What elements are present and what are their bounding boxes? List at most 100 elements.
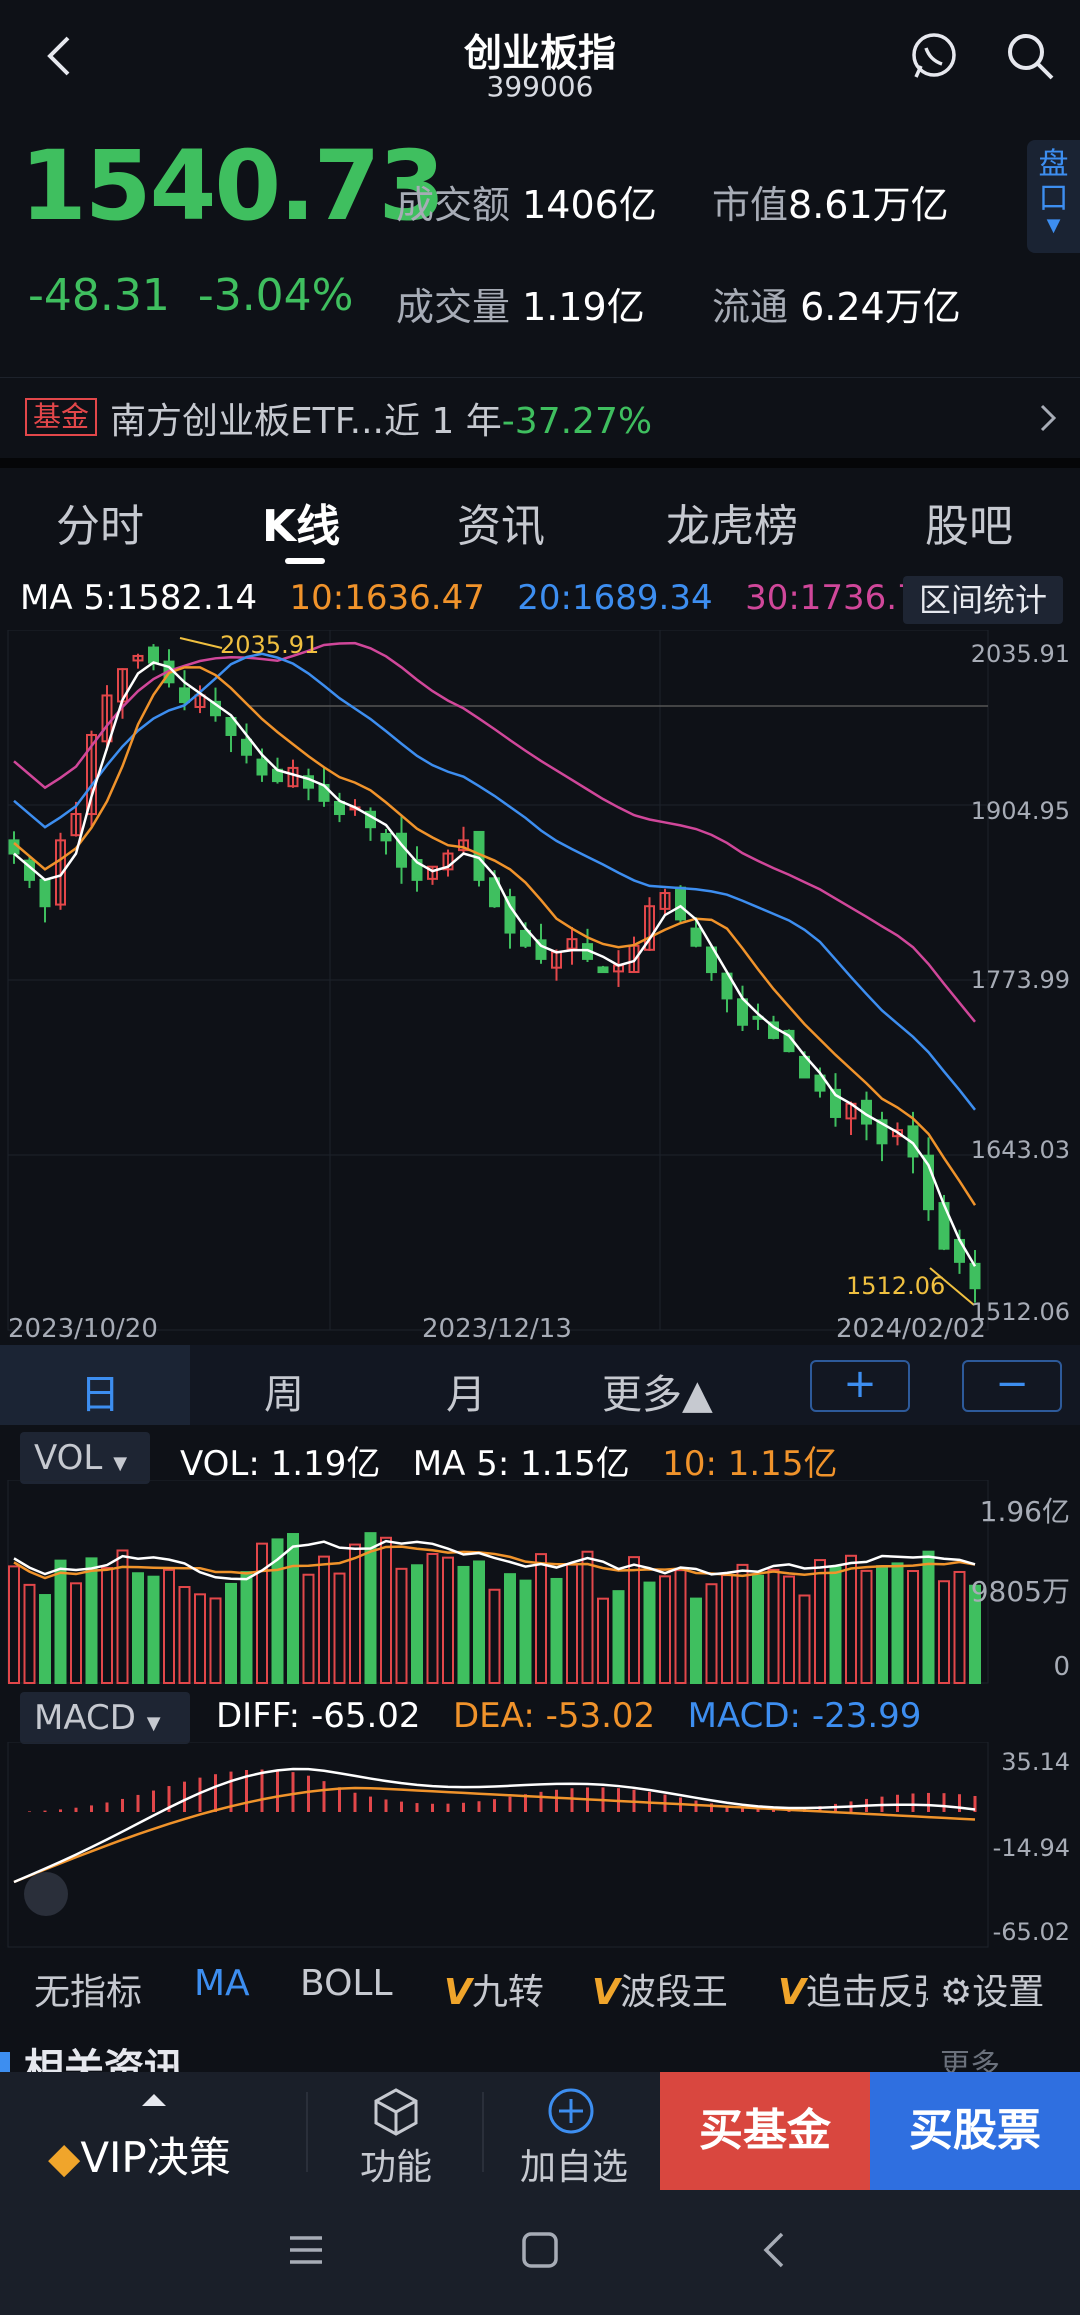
indicator-none[interactable]: 无指标 — [34, 1972, 143, 2013]
macd-bar — [462, 1802, 465, 1812]
chevron-right-icon[interactable] — [1038, 402, 1058, 434]
candle-body — [520, 929, 531, 947]
volume-bar — [860, 1569, 873, 1684]
vol-ma5-line — [13, 1539, 976, 1581]
volume-chart[interactable] — [0, 1480, 1080, 1685]
volume-indicator-select[interactable]: VOL ▼ — [20, 1432, 150, 1484]
chevron-up-icon[interactable] — [140, 2090, 168, 2108]
macd-bar — [973, 1795, 977, 1812]
fund-name: 南方创业板ETF...近 1 年 — [110, 401, 502, 442]
candle-body — [334, 800, 345, 816]
macd-bar — [136, 1794, 140, 1812]
menu-icon[interactable] — [286, 2232, 326, 2268]
tab-timeshare[interactable]: 分时 — [56, 501, 144, 552]
price-axis-label: 2035.91 — [970, 640, 1070, 668]
zoom-in-button[interactable]: + — [810, 1360, 910, 1412]
macd-bar — [74, 1807, 78, 1812]
volume-bar — [907, 1570, 919, 1684]
back-nav-icon[interactable] — [758, 2230, 788, 2270]
indicator-ma[interactable]: MA — [194, 1963, 250, 2004]
tab-kline[interactable]: K线 — [262, 501, 341, 552]
volume-bar — [70, 1582, 82, 1684]
price-axis-label: 1904.95 — [970, 797, 1070, 825]
float-stat: 流通 6.24万亿 — [712, 276, 961, 331]
function-button[interactable]: 功能 — [359, 2147, 432, 2188]
fund-tag: 基金 — [25, 398, 98, 436]
change-value: -48.31 — [28, 270, 170, 321]
vip-decision-button[interactable]: ◆VIP决策 — [48, 2124, 231, 2185]
settings-button[interactable]: ⚙设置 — [940, 1963, 1044, 2015]
ma10-line — [13, 666, 977, 1206]
date-axis-label: 2023/12/13 — [422, 1314, 572, 1344]
add-watchlist-button[interactable]: 加自选 — [519, 2147, 628, 2188]
fund-text[interactable]: 南方创业板ETF...近 1 年-37.27% — [110, 392, 652, 444]
macd-bar — [59, 1809, 62, 1812]
volume-bar — [209, 1597, 222, 1684]
macd-bar — [90, 1805, 93, 1812]
volume-bar — [628, 1556, 640, 1684]
volume-bar — [845, 1554, 857, 1684]
volume-bar — [426, 1552, 439, 1684]
volume-bar — [225, 1582, 237, 1684]
dock-divider — [306, 2092, 308, 2172]
indicator-label: 波段王 — [619, 1972, 728, 2013]
ma20-line — [13, 652, 976, 1111]
search-icon[interactable] — [1004, 30, 1056, 82]
macd-bar — [43, 1810, 47, 1812]
macd-axis-label: -65.02 — [992, 1918, 1070, 1946]
news-more-link[interactable]: 更多 — [940, 2048, 1000, 2072]
candle-body — [70, 813, 82, 837]
volume-bar — [349, 1543, 361, 1684]
turnover-label: 成交额 — [396, 183, 511, 227]
macd-bar — [384, 1799, 388, 1812]
turnover-value: 1406亿 — [522, 183, 657, 227]
kline-chart[interactable]: 2035.91 1512.06 — [0, 630, 1080, 1345]
period-month[interactable]: 月 — [446, 1372, 486, 1418]
dea-line — [13, 1786, 976, 1884]
indicator-chase-rebound[interactable]: V追击反弹 — [778, 1963, 928, 2015]
indicator-wave-king[interactable]: V波段王 — [592, 1963, 728, 2015]
macd-bar — [198, 1777, 202, 1812]
macd-bar — [896, 1794, 899, 1812]
macd-bar — [539, 1791, 543, 1812]
volume-bar — [178, 1586, 191, 1684]
fund-promo-bar[interactable] — [0, 377, 1080, 456]
period-day[interactable]: 日 — [80, 1372, 120, 1418]
buy-stock-button[interactable]: 买股票 — [870, 2072, 1080, 2190]
zoom-out-button[interactable]: − — [962, 1360, 1062, 1412]
volume-bar — [54, 1559, 67, 1684]
indicator-boll[interactable]: BOLL — [300, 1963, 393, 2004]
candle-body — [256, 758, 268, 776]
buy-fund-button[interactable]: 买基金 — [660, 2072, 870, 2190]
back-icon[interactable] — [44, 34, 74, 78]
macd-indicator-select[interactable]: MACD ▼ — [20, 1692, 190, 1744]
macd-bar — [214, 1774, 217, 1812]
volume-bar — [736, 1563, 749, 1684]
ma5-value: MA 5:1582.14 — [20, 578, 258, 618]
period-week[interactable]: 周 — [264, 1372, 304, 1418]
tab-news[interactable]: 资讯 — [457, 501, 545, 552]
volume-bar — [287, 1533, 299, 1684]
macd-bar — [276, 1770, 279, 1812]
mktcap-value: 8.61万亿 — [788, 183, 949, 227]
tab-forum[interactable]: 股吧 — [925, 501, 1013, 552]
volume-bar — [891, 1562, 904, 1684]
macd-bar — [307, 1775, 310, 1812]
period-more[interactable]: 更多▲ — [602, 1372, 713, 1418]
vol-ma10-line — [13, 1545, 976, 1580]
home-icon[interactable] — [520, 2230, 560, 2270]
vip-v-icon: V — [778, 1972, 806, 2013]
range-stats-button[interactable]: 区间统计 — [903, 576, 1063, 624]
indicator-nine-turn[interactable]: V九转 — [444, 1963, 544, 2015]
volume-bar — [85, 1557, 98, 1684]
pankou-button[interactable]: 盘口 ▼ — [1027, 140, 1080, 253]
macd-bar — [555, 1789, 558, 1812]
macd-chart[interactable] — [0, 1742, 1080, 1952]
collapse-icon[interactable] — [24, 1872, 68, 1916]
macd-bar — [369, 1796, 372, 1812]
volume-bar — [411, 1564, 423, 1684]
tab-dragon-tiger[interactable]: 龙虎榜 — [666, 501, 798, 552]
macd-bar — [431, 1803, 434, 1812]
volume-bar — [953, 1570, 966, 1684]
chat-icon[interactable] — [908, 30, 960, 82]
